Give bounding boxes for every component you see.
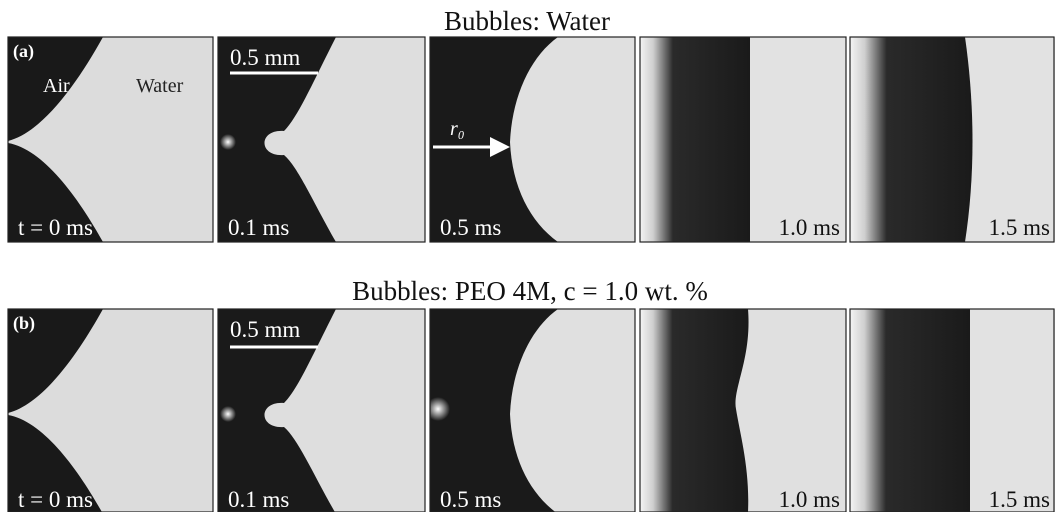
panel: 1.5 ms <box>850 309 1055 512</box>
row-title: Bubbles: PEO 4M, c = 1.0 wt. % <box>352 276 708 306</box>
time-label: 1.0 ms <box>779 215 840 240</box>
panel: 0.5 mm 0.1 ms <box>218 37 425 242</box>
time-label: 1.5 ms <box>989 215 1050 240</box>
air-label: Air <box>43 75 70 97</box>
radius-label: r₀ <box>450 118 465 140</box>
time-label: 1.5 ms <box>989 487 1050 512</box>
scale-bar-label: 0.5 mm <box>230 317 300 342</box>
panel: (b) t = 0 ms <box>8 309 213 512</box>
panel-label: (a) <box>13 41 34 62</box>
time-label: 0.5 ms <box>440 215 501 240</box>
time-label: 0.1 ms <box>228 487 289 512</box>
time-label: t = 0 ms <box>18 215 93 240</box>
time-label: 0.1 ms <box>228 215 289 240</box>
panel: 1.0 ms <box>640 37 846 242</box>
row-title: Bubbles: Water <box>444 6 610 36</box>
panel: 0.5 mm 0.1 ms <box>218 309 425 512</box>
panel: 1.0 ms <box>640 309 846 512</box>
water-label: Water <box>136 75 184 97</box>
panel: 1.5 ms <box>850 37 1055 242</box>
time-label: 0.5 ms <box>440 487 501 512</box>
figure: Bubbles: Water (a) Air Water t = 0 ms 0.… <box>0 0 1055 512</box>
panel: r₀ 0.5 ms <box>430 37 635 242</box>
time-label: t = 0 ms <box>18 487 93 512</box>
time-label: 1.0 ms <box>779 487 840 512</box>
panel: (a) Air Water t = 0 ms <box>8 37 213 242</box>
panel-label: (b) <box>13 313 35 334</box>
scale-bar-label: 0.5 mm <box>230 45 300 70</box>
panel: 0.5 ms <box>426 309 635 512</box>
